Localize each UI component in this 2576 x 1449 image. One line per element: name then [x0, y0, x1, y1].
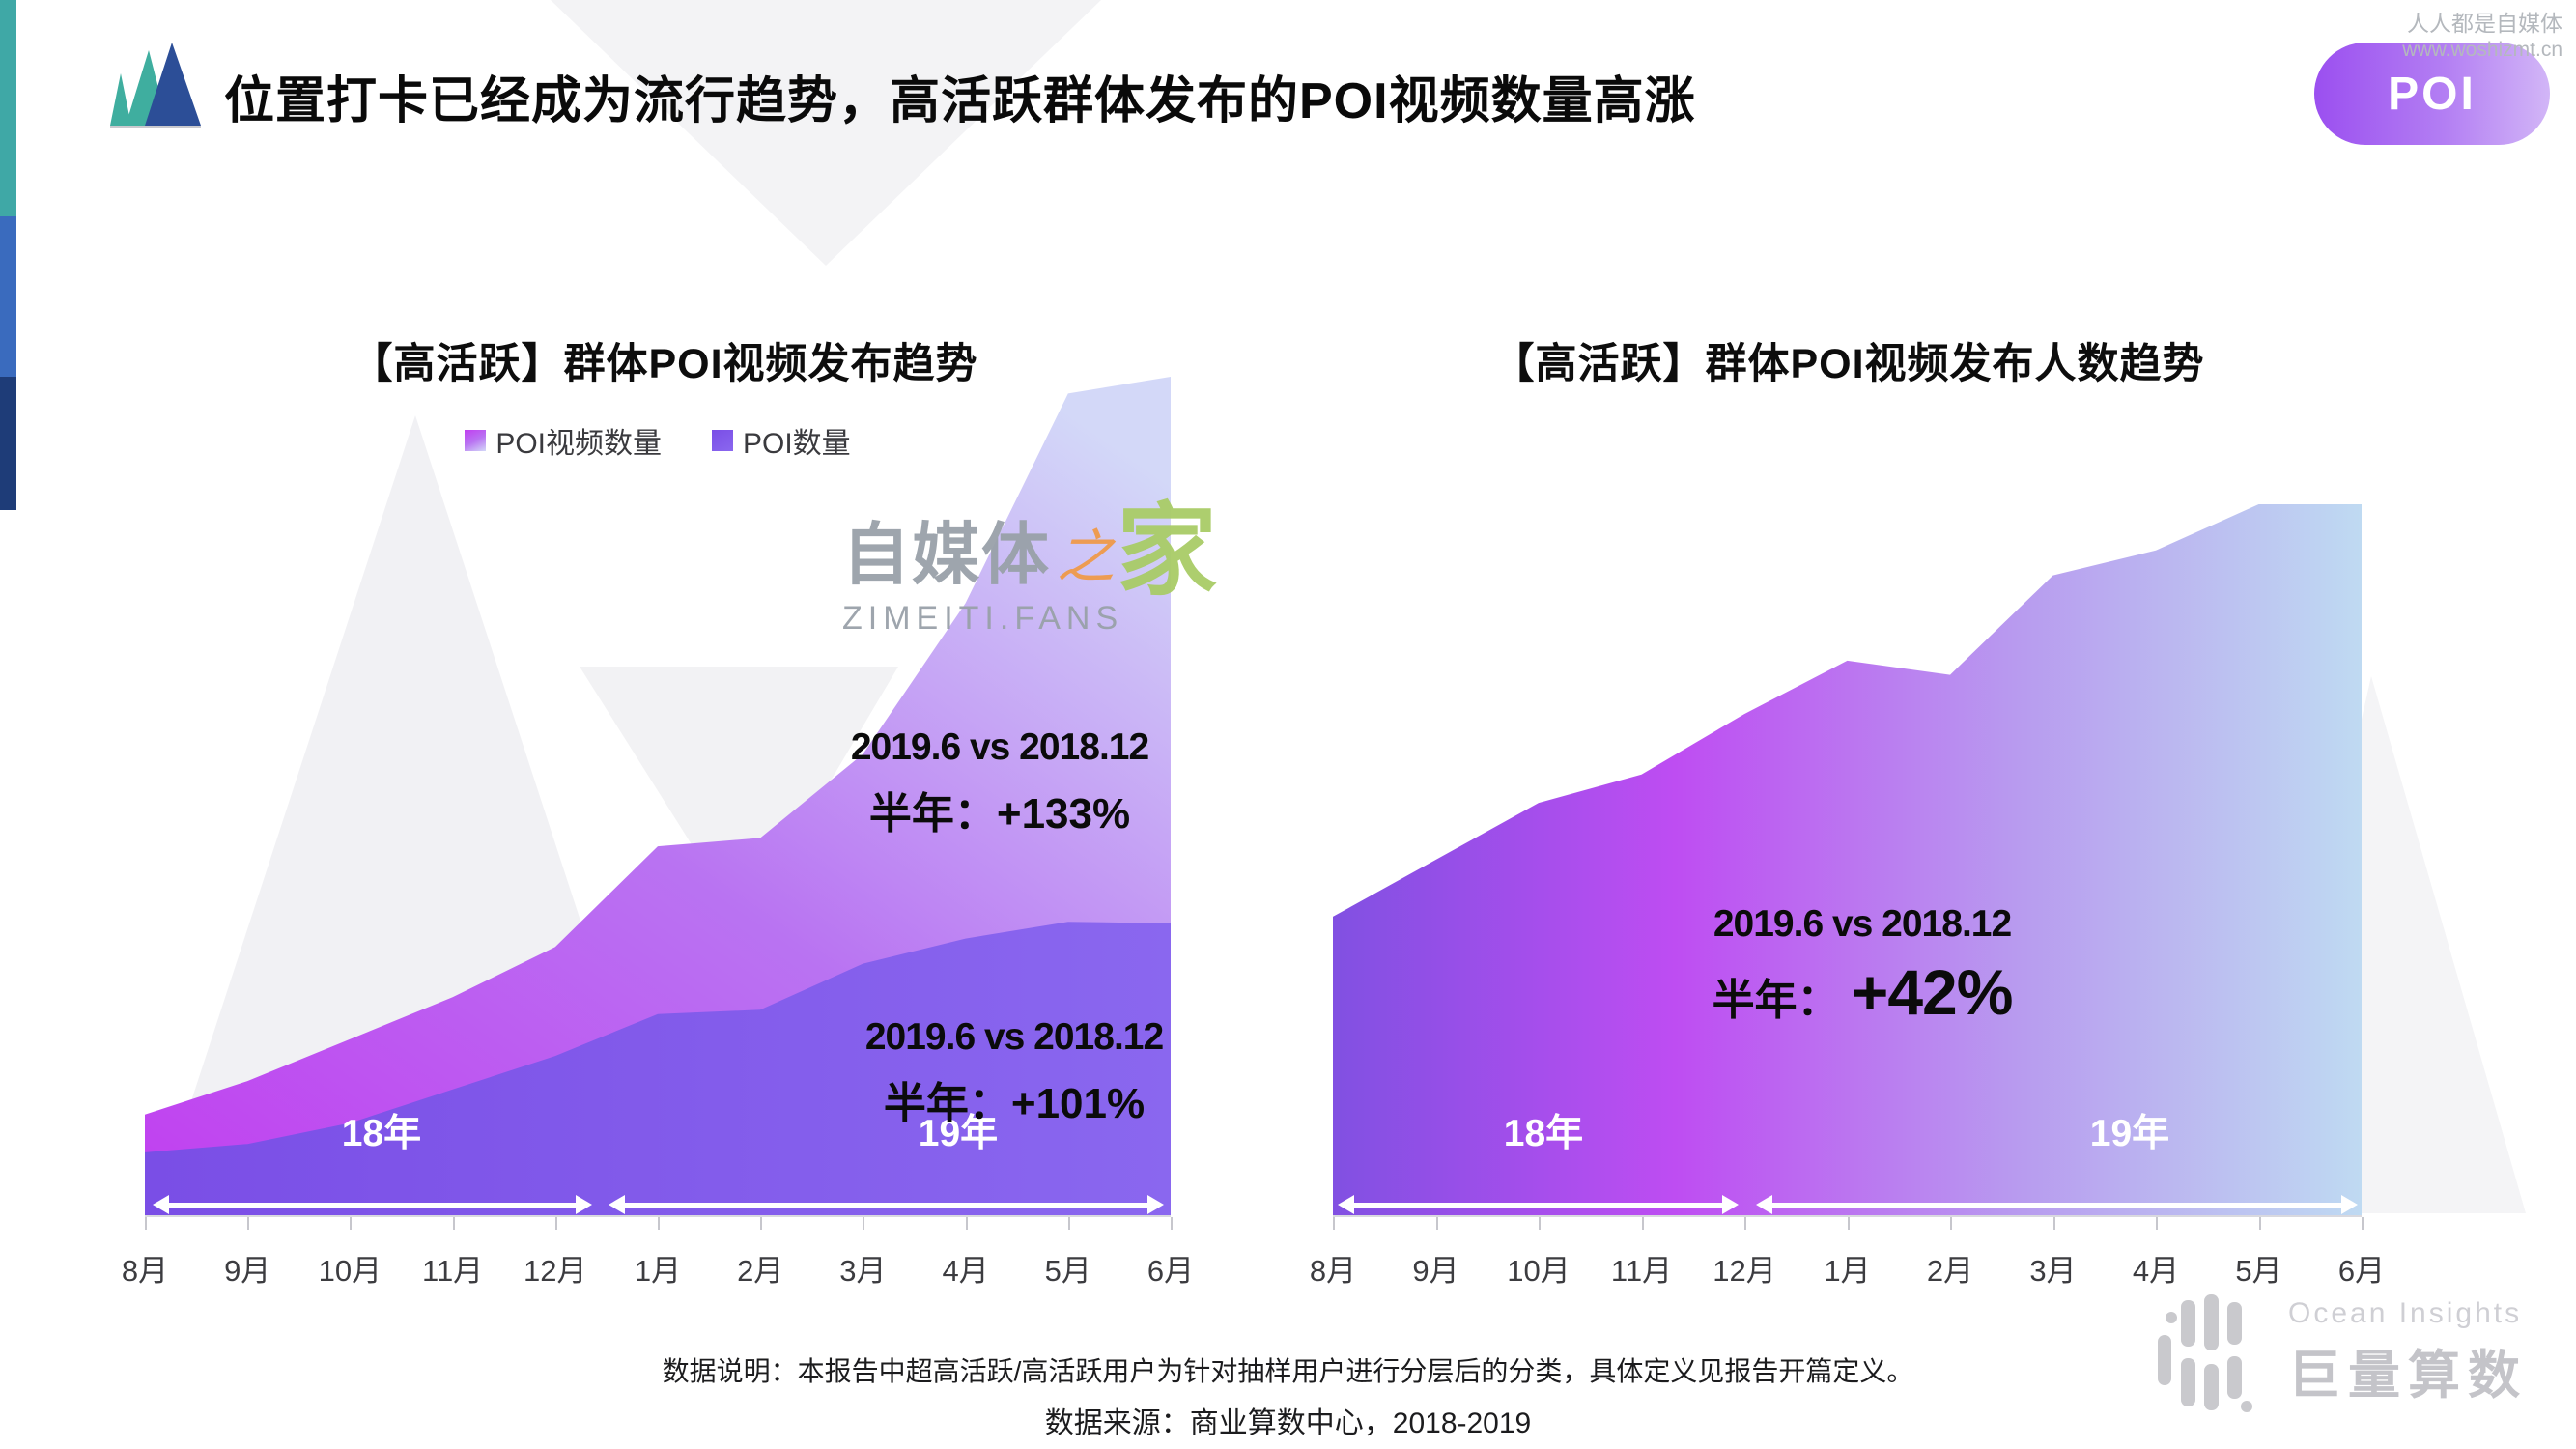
footer-data-note: 数据说明：本报告中超高活跃/高活跃用户为针对抽样用户进行分层后的分类，具体定义见…	[662, 1356, 1914, 1386]
legend-label-poi-videos: POI视频数量	[495, 428, 662, 460]
poi-badge: POI	[2314, 43, 2550, 145]
x-axis-tick	[1744, 1217, 1746, 1230]
x-axis-tick	[1171, 1217, 1173, 1230]
corner-watermark-line1: 人人都是自媒体	[2407, 11, 2562, 36]
area-chart-right	[1333, 504, 2362, 1215]
x-axis-label: 2月	[737, 1254, 784, 1288]
x-axis-tick	[145, 1217, 147, 1230]
x-axis-label: 11月	[1610, 1254, 1673, 1288]
x-axis-tick	[1847, 1217, 1850, 1230]
x-axis-label: 9月	[1412, 1254, 1459, 1288]
x-axis-label: 12月	[1713, 1254, 1776, 1288]
annotation-left-lower: 2019.6 vs 2018.12 半年：+101%	[845, 1016, 1183, 1130]
corner-watermark-line2: www.woshizmt.cn	[2402, 38, 2562, 61]
legend-item-poi-videos: POI视频数量	[465, 419, 662, 462]
annotation-growth: 半年：+101%	[883, 1080, 1146, 1127]
chart-right-title: 【高活跃】群体POI视频发布人数趋势	[1492, 341, 2205, 387]
x-axis-label: 12月	[524, 1254, 587, 1288]
area-chart-left	[145, 377, 1171, 1215]
x-axis-label: 8月	[121, 1254, 169, 1288]
watermark-domain: ZIMEITI.FANS	[842, 600, 1124, 637]
x-axis-tick	[1539, 1217, 1541, 1230]
x-axis-label: 1月	[634, 1254, 682, 1288]
x-axis-tick	[863, 1217, 865, 1230]
zimeiti-watermark: 自媒体 之 家 ZIMEITI.FANS	[842, 500, 1217, 638]
x-axis-right: 8月 9月 10月 11月 12月 1月 2月 3月 4月 5月 6月	[1310, 1215, 2385, 1288]
x-axis-tick	[554, 1217, 557, 1230]
year-span-arrow-19-right	[1756, 1195, 2358, 1214]
x-axis-tick	[1067, 1217, 1070, 1230]
x-axis-label: 2月	[1926, 1254, 1974, 1288]
brand-name-cn: 巨量算数	[2288, 1347, 2528, 1405]
chart-left-legend: POI视频数量 POI数量	[145, 419, 1171, 462]
left-edge-accent-teal	[0, 0, 16, 216]
left-edge-accent-navy	[0, 377, 16, 510]
x-axis-label: 3月	[839, 1254, 887, 1288]
footer-data-source: 数据来源：商业算数中心，2018-2019	[1044, 1407, 1532, 1439]
annotation-right: 2019.6 vs 2018.12 半年： +42%	[1669, 903, 2055, 1029]
year-label-19-left: 19年	[918, 1113, 999, 1154]
page-title: 位置打卡已经成为流行趋势，高活跃群体发布的POI视频数量高涨	[224, 73, 1696, 129]
x-axis-label: 8月	[1309, 1254, 1357, 1288]
legend-swatch-poi-count	[712, 430, 733, 451]
x-axis-tick	[2156, 1217, 2158, 1230]
year-span-arrow-19-left	[609, 1195, 1164, 1214]
year-label-18-left: 18年	[341, 1113, 422, 1154]
series-area-poi-count	[145, 922, 1171, 1215]
x-axis-label: 9月	[224, 1254, 271, 1288]
year-label-19-right: 19年	[2089, 1113, 2170, 1154]
x-axis-tick	[452, 1217, 455, 1230]
legend-label-poi-count: POI数量	[743, 428, 851, 460]
legend-swatch-poi-videos	[465, 430, 487, 451]
x-axis-label: 6月	[2337, 1254, 2386, 1288]
annotation-period: 2019.6 vs 2018.12	[850, 726, 1149, 768]
watermark-text-zhi: 之	[1057, 524, 1115, 591]
x-axis-label: 4月	[2132, 1254, 2180, 1288]
corner-watermark: 人人都是自媒体 www.woshizmt.cn	[2402, 10, 2562, 63]
annotation-growth: 半年：+133%	[868, 790, 1131, 838]
header-logo-icon	[110, 43, 201, 128]
left-edge-accent-blue	[0, 216, 16, 377]
watermark-text-jia: 家	[1117, 496, 1218, 609]
brand-name-en: Ocean Insights	[2288, 1297, 2523, 1329]
x-axis-label: 11月	[422, 1254, 484, 1288]
year-span-arrow-18-right	[1338, 1195, 1739, 1214]
x-axis-label: 10月	[318, 1254, 382, 1288]
x-axis-tick	[1950, 1217, 1952, 1230]
year-span-arrow-18-left	[153, 1195, 592, 1214]
x-axis-tick	[1435, 1217, 1438, 1230]
x-axis-tick	[247, 1217, 250, 1230]
x-axis-label: 5月	[1044, 1254, 1091, 1288]
x-axis-label: 6月	[1146, 1254, 1195, 1288]
chart-left-title: 【高活跃】群体POI视频发布趋势	[351, 341, 978, 387]
x-axis-tick	[658, 1217, 660, 1230]
x-axis-tick	[965, 1217, 968, 1230]
year-label-18-right: 18年	[1503, 1113, 1584, 1154]
x-axis-tick	[2052, 1217, 2055, 1230]
series-area-publishers	[1333, 504, 2362, 1215]
x-axis-label: 10月	[1507, 1254, 1571, 1288]
x-axis-tick	[760, 1217, 763, 1230]
x-axis-tick	[1641, 1217, 1644, 1230]
brand-logo: Ocean Insights 巨量算数	[2146, 1293, 2528, 1413]
x-axis-tick	[2258, 1217, 2261, 1230]
watermark-text-zimeiti: 自媒体	[842, 517, 1051, 592]
x-axis-tick	[2362, 1217, 2364, 1230]
legend-item-poi-count: POI数量	[712, 419, 851, 462]
x-axis-label: 1月	[1824, 1254, 1871, 1288]
annotation-period: 2019.6 vs 2018.12	[1713, 903, 2012, 945]
x-axis-tick	[350, 1217, 353, 1230]
x-axis-label: 3月	[2029, 1254, 2077, 1288]
x-axis-tick	[1333, 1217, 1335, 1230]
x-axis-label: 5月	[2235, 1254, 2282, 1288]
ocean-insights-logo-icon	[2158, 1294, 2252, 1412]
x-axis-left: 8月 9月 10月 11月 12月 1月 2月 3月 4月 5月 6月	[122, 1215, 1194, 1288]
annotation-left-upper: 2019.6 vs 2018.12 半年：+133%	[831, 726, 1169, 840]
annotation-growth: 半年： +42%	[1712, 956, 2014, 1028]
annotation-period: 2019.6 vs 2018.12	[864, 1016, 1164, 1058]
x-axis-label: 4月	[942, 1254, 989, 1288]
